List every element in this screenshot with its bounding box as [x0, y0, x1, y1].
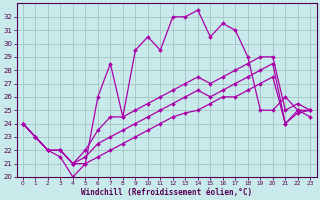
X-axis label: Windchill (Refroidissement éolien,°C): Windchill (Refroidissement éolien,°C) — [81, 188, 252, 197]
